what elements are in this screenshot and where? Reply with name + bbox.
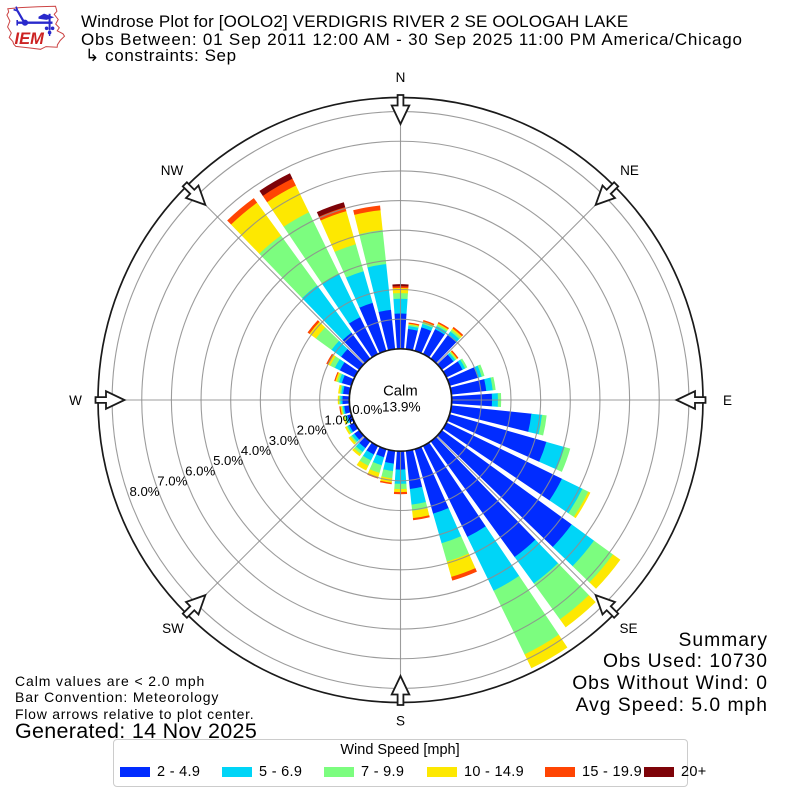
svg-text:W: W xyxy=(69,393,82,408)
svg-text:5.0%: 5.0% xyxy=(213,453,243,468)
svg-text:IEM: IEM xyxy=(15,30,46,48)
svg-text:4.0%: 4.0% xyxy=(241,443,271,458)
svg-text:1.0%: 1.0% xyxy=(324,412,354,427)
svg-text:3.0%: 3.0% xyxy=(269,433,299,448)
svg-text:E: E xyxy=(723,393,732,408)
svg-text:7.0%: 7.0% xyxy=(157,474,187,489)
svg-text:Calm: Calm xyxy=(383,383,418,399)
svg-text:SE: SE xyxy=(619,621,637,636)
svg-text:2.0%: 2.0% xyxy=(297,423,327,438)
svg-text:N: N xyxy=(396,70,406,85)
svg-text:6.0%: 6.0% xyxy=(185,463,215,478)
svg-text:8.0%: 8.0% xyxy=(129,484,159,499)
svg-text:NW: NW xyxy=(161,163,184,178)
svg-text:NE: NE xyxy=(620,163,639,178)
svg-text:SW: SW xyxy=(162,621,184,636)
svg-text:0.0%: 0.0% xyxy=(352,402,382,417)
svg-text:13.9%: 13.9% xyxy=(382,400,421,415)
svg-text:S: S xyxy=(396,713,405,728)
